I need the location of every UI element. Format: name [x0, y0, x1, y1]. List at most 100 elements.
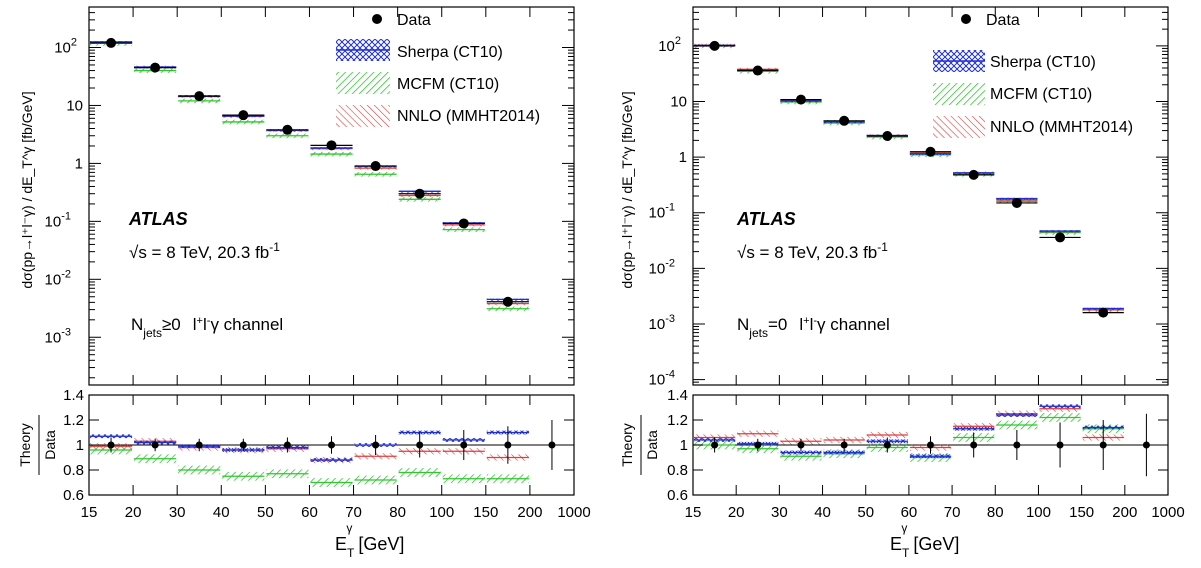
data-point: [458, 218, 469, 229]
y-tick-label: 102: [54, 37, 77, 57]
x-tick-label: 70: [345, 504, 362, 521]
x-tick-label: 50: [857, 504, 874, 521]
data-point: [709, 40, 720, 51]
energy-label: √s = 8 TeV, 20.3 fb-1: [129, 240, 280, 262]
y-tick-label: 1: [679, 149, 687, 166]
x-tick-label: 60: [901, 504, 918, 521]
legend-nnlo-swatch: [933, 116, 985, 138]
x-tick-label: 30: [169, 504, 186, 521]
y-tick-label: 10-2: [649, 257, 675, 277]
x-tick-label: 100: [1026, 504, 1051, 521]
main-plot-marks: [90, 37, 529, 312]
main-plot-frame: [88, 6, 575, 386]
y-tick-label: 10-2: [45, 268, 71, 288]
right-panel: 15 20 30 40 50 60 70 80 100 150 200 1000 10-4 10-3 10-…: [619, 6, 1185, 560]
ratio-data-point: [460, 441, 468, 449]
data-point: [282, 124, 293, 135]
channel-label: Njets=0 l+l-γ channel: [737, 315, 890, 340]
ratio-y-tick-label: 1.2: [63, 412, 84, 429]
ratio-data-point: [372, 441, 380, 449]
ratio-data-point: [548, 441, 556, 449]
ratio-data-point: [711, 441, 719, 449]
data-point: [106, 37, 117, 48]
x-tick-label: 200: [517, 504, 542, 521]
ratio-data-point: [1142, 441, 1150, 449]
x-tick-label: 150: [473, 504, 498, 521]
x-tick-label: 150: [1069, 504, 1094, 521]
y-tick-label: 1: [75, 155, 83, 172]
y-tick-label: 10-1: [45, 210, 71, 230]
ratio-y-label-num: Theory: [17, 423, 33, 467]
legend-data-marker: [372, 14, 382, 24]
legend-nnlo-label: NNLO (MMHT2014): [990, 119, 1133, 136]
data-point: [238, 110, 249, 121]
x-tick-label: 40: [814, 504, 831, 521]
data-point: [925, 146, 936, 157]
data-point: [839, 115, 850, 126]
data-point: [194, 91, 205, 102]
data-point: [370, 161, 381, 172]
atlas-label: ATLAS: [128, 209, 188, 229]
ratio-y-label-den: Data: [644, 430, 660, 460]
energy-label: √s = 8 TeV, 20.3 fb-1: [737, 240, 888, 262]
x-tick-label: 30: [771, 504, 788, 521]
ratio-data-point: [283, 441, 291, 449]
ratio-data-point: [416, 441, 424, 449]
ratio-data-point: [151, 441, 159, 449]
x-tick-label: 80: [389, 504, 406, 521]
ratio-plot-marks: [89, 420, 574, 487]
y-tick-label: 10-3: [45, 326, 71, 346]
y-tick-label: 10-4: [649, 369, 675, 389]
ratio-plot-marks: [693, 404, 1168, 477]
data-point: [1055, 232, 1066, 243]
x-axis-label: ETγ[GeV]: [890, 521, 959, 560]
ratio-data-point: [1099, 441, 1107, 449]
ratio-y-tick-label: 1.4: [667, 387, 688, 404]
y-tick-label: 10: [66, 97, 83, 114]
y-tick-label: 10: [670, 94, 687, 111]
ratio-data-point: [239, 441, 247, 449]
ratio-data-point: [328, 441, 335, 449]
legend-nnlo-label: NNLO (MMHT2014): [397, 108, 540, 125]
x-tick-label: 20: [125, 504, 142, 521]
x-tick-label: 20: [728, 504, 745, 521]
data-point: [150, 62, 161, 73]
ratio-data-point: [504, 441, 512, 449]
legend-data-label: Data: [397, 12, 431, 29]
x-tick-label: 70: [944, 504, 961, 521]
ratio-y-tick-label: 0.6: [63, 487, 84, 504]
ratio-y-tick-label: 1: [680, 437, 688, 454]
ratio-y-label-num: Theory: [619, 423, 635, 467]
data-point: [882, 130, 893, 141]
x-tick-label: 50: [257, 504, 274, 521]
ratio-y-tick-label: 0.8: [667, 462, 688, 479]
ratio-data-point: [840, 441, 848, 449]
y-axis-label: dσ(pp→l⁺l⁻γ) / dE_T^γ [fb/GeV]: [19, 91, 35, 288]
x-tick-label: 80: [987, 504, 1004, 521]
x-tick-label: 100: [429, 504, 454, 521]
axes: 15 20 30 40 50 60 70 80 100 150 200 1000 10-3 10-2 10-…: [45, 6, 591, 521]
legend-mcfm-label: MCFM (CT10): [397, 76, 499, 93]
ratio-data-point: [797, 441, 805, 449]
channel-label: Njets≥0 l+l-γ channel: [131, 315, 283, 340]
ratio-data-point: [883, 441, 891, 449]
y-tick-label: 10-3: [649, 313, 675, 333]
x-tick-label: 200: [1112, 504, 1137, 521]
ratio-data-point: [195, 441, 203, 449]
x-tick-label: 40: [213, 504, 230, 521]
atlas-label: ATLAS: [736, 209, 796, 229]
legend-sherpa-label: Sherpa (CT10): [397, 44, 503, 61]
data-point: [502, 296, 513, 307]
ratio-y-tick-label: 1.4: [63, 387, 84, 404]
data-point: [795, 94, 806, 105]
ratio-data-point: [754, 441, 762, 449]
legend-mcfm-label: MCFM (CT10): [990, 86, 1092, 103]
data-point: [968, 169, 979, 180]
ratio-data-point: [1056, 441, 1064, 449]
legend-mcfm-swatch: [336, 72, 390, 94]
legend-sherpa-label: Sherpa (CT10): [990, 54, 1096, 71]
ratio-y-tick-label: 1.2: [667, 412, 688, 429]
ratio-data-point: [107, 441, 115, 449]
ratio-y-tick-label: 0.6: [667, 487, 688, 504]
ratio-data-point: [1013, 441, 1021, 449]
